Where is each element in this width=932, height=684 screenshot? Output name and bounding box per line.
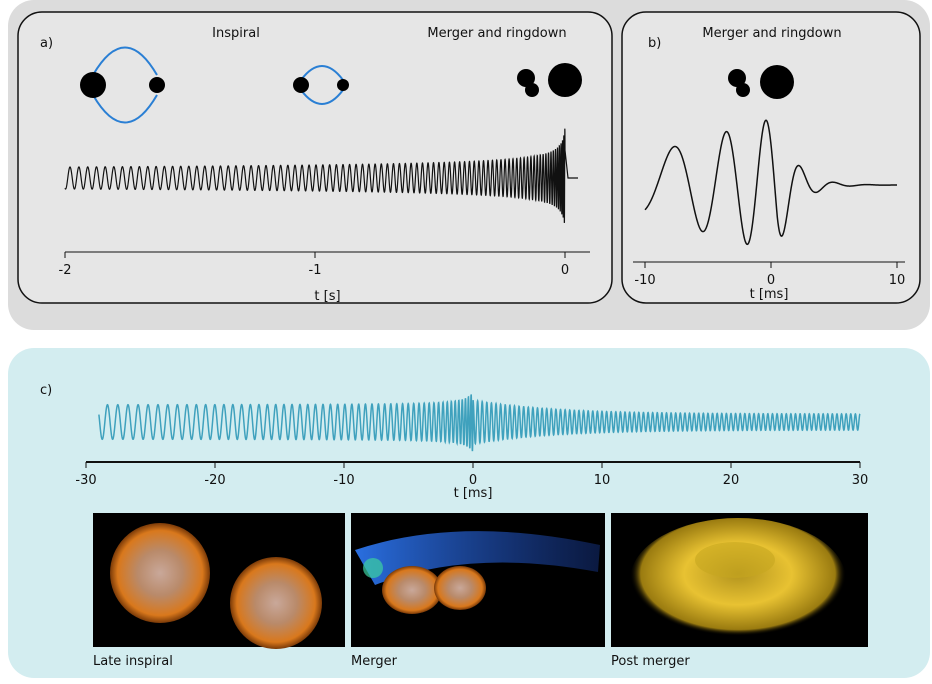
image-caption: Late inspiral (93, 654, 173, 669)
x-tick-label: -30 (75, 473, 96, 488)
x-tick-label: 10 (594, 473, 611, 488)
x-axis-label: t [ms] (454, 486, 493, 501)
figure: a) Inspiral Merger and ringdown b) Merge… (0, 0, 932, 680)
x-tick-label: 0 (561, 263, 569, 278)
panel-title: Merger and ringdown (702, 26, 841, 41)
x-axis-label: t [s] (314, 289, 340, 304)
x-tick-label: 0 (767, 273, 775, 288)
image-caption: Merger (351, 654, 398, 669)
snapshots (93, 513, 868, 649)
panel-label: a) (40, 36, 53, 51)
panel-title: Merger and ringdown (427, 26, 566, 41)
x-tick-label: -2 (59, 263, 72, 278)
x-tick-label: 10 (889, 273, 906, 288)
x-tick-label: -10 (333, 473, 354, 488)
panel-label: b) (648, 36, 661, 51)
x-tick-label: -20 (204, 473, 225, 488)
x-axis-label: t [ms] (750, 287, 789, 302)
panel-label: c) (40, 383, 52, 398)
x-tick-label: -1 (309, 263, 322, 278)
image-caption: Post merger (611, 654, 690, 669)
x-tick-label: 20 (723, 473, 740, 488)
x-tick-label: -10 (634, 273, 655, 288)
panel-title: Inspiral (212, 26, 260, 41)
x-tick-label: 30 (852, 473, 869, 488)
